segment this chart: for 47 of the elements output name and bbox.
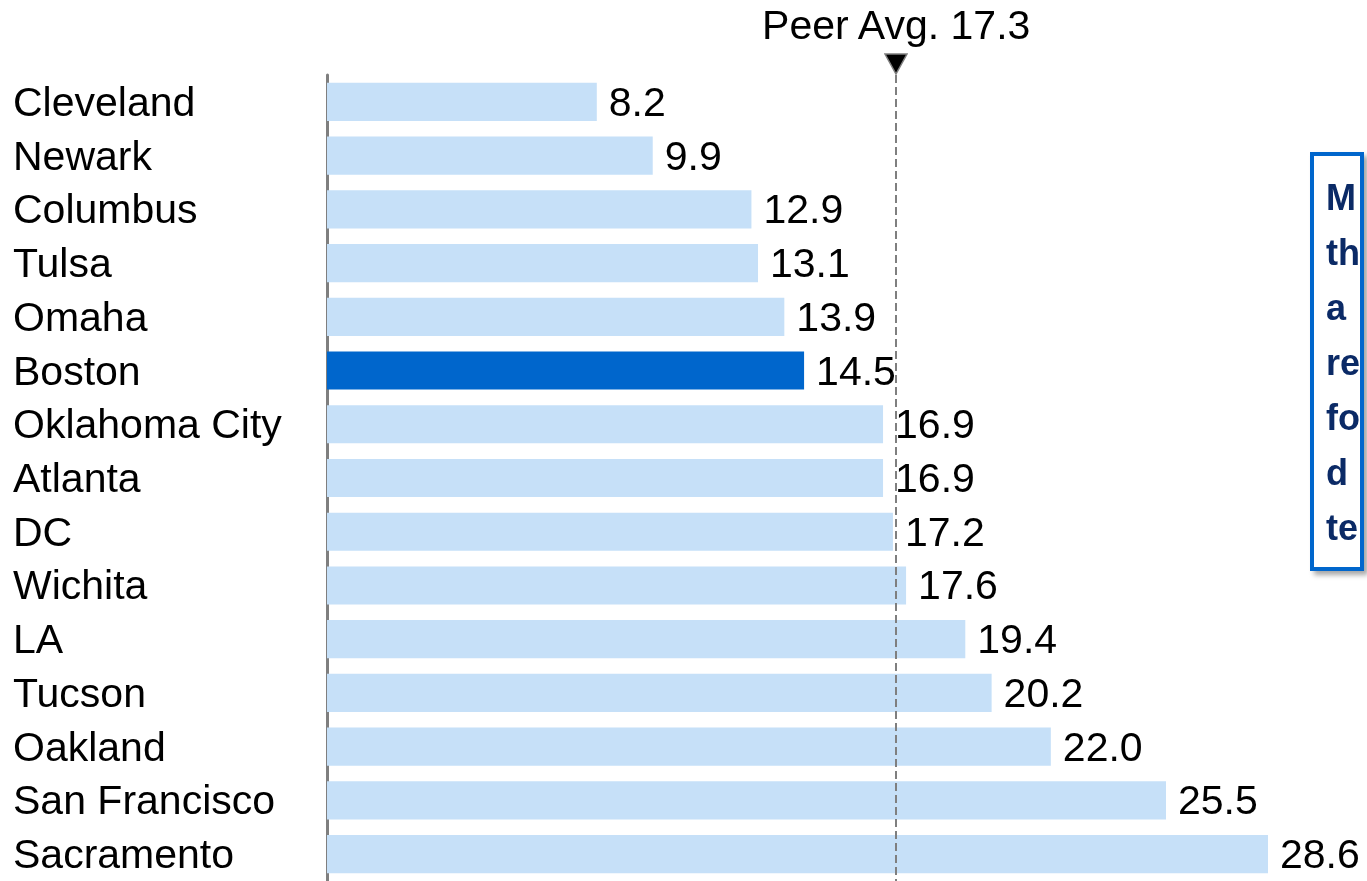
bar [327, 351, 805, 390]
data-label: 28.6 [1280, 831, 1360, 878]
data-label: 8.2 [608, 78, 666, 125]
y-tick-label: San Francisco [13, 777, 276, 824]
bar [327, 136, 653, 175]
data-label: 17.6 [918, 562, 998, 609]
data-label: 13.1 [770, 240, 850, 287]
data-label: 16.9 [895, 455, 975, 501]
data-label: 13.9 [796, 293, 877, 340]
y-tick-label: Boston [13, 347, 141, 394]
y-tick-label: Tucson [13, 669, 146, 716]
y-tick-label: Wichita [13, 562, 148, 609]
y-tick-label: Oklahoma City [13, 401, 283, 448]
bar [327, 243, 759, 283]
data-label: 25.5 [1178, 777, 1258, 824]
y-tick-label: Columbus [13, 186, 198, 233]
bar [327, 727, 1051, 766]
y-tick-label: Sacramento [13, 831, 235, 878]
data-label: 12.9 [763, 186, 844, 233]
bar [327, 835, 1268, 874]
bar [327, 458, 884, 498]
bar [327, 190, 752, 229]
data-label: 20.2 [1003, 669, 1084, 716]
y-tick-label: DC [13, 508, 73, 555]
y-tick-label: Oakland [13, 723, 166, 770]
data-label: 22.0 [1062, 723, 1143, 770]
y-tick-label: Newark [13, 132, 153, 179]
bar [327, 673, 992, 713]
y-tick-label: Cleveland [13, 78, 196, 125]
data-label: 17.2 [904, 508, 985, 555]
callout-box: M th a re fo d te [1310, 152, 1364, 571]
bar [327, 566, 907, 605]
ref-line-label: Peer Avg. 17.3 [762, 1, 1031, 48]
data-label: 16.9 [895, 401, 975, 448]
bar [327, 512, 893, 551]
data-label: 19.4 [977, 616, 1058, 663]
data-label: 9.9 [664, 132, 722, 179]
y-tick-label: Tulsa [13, 240, 112, 287]
y-tick-label: LA [13, 616, 64, 663]
data-label: 14.5 [816, 347, 896, 394]
bar [327, 405, 884, 444]
y-tick-label: Atlanta [13, 455, 141, 501]
bar [327, 781, 1166, 820]
y-tick-label: Omaha [13, 293, 148, 340]
bar [327, 620, 966, 659]
bar [327, 297, 785, 336]
bar [327, 82, 597, 121]
